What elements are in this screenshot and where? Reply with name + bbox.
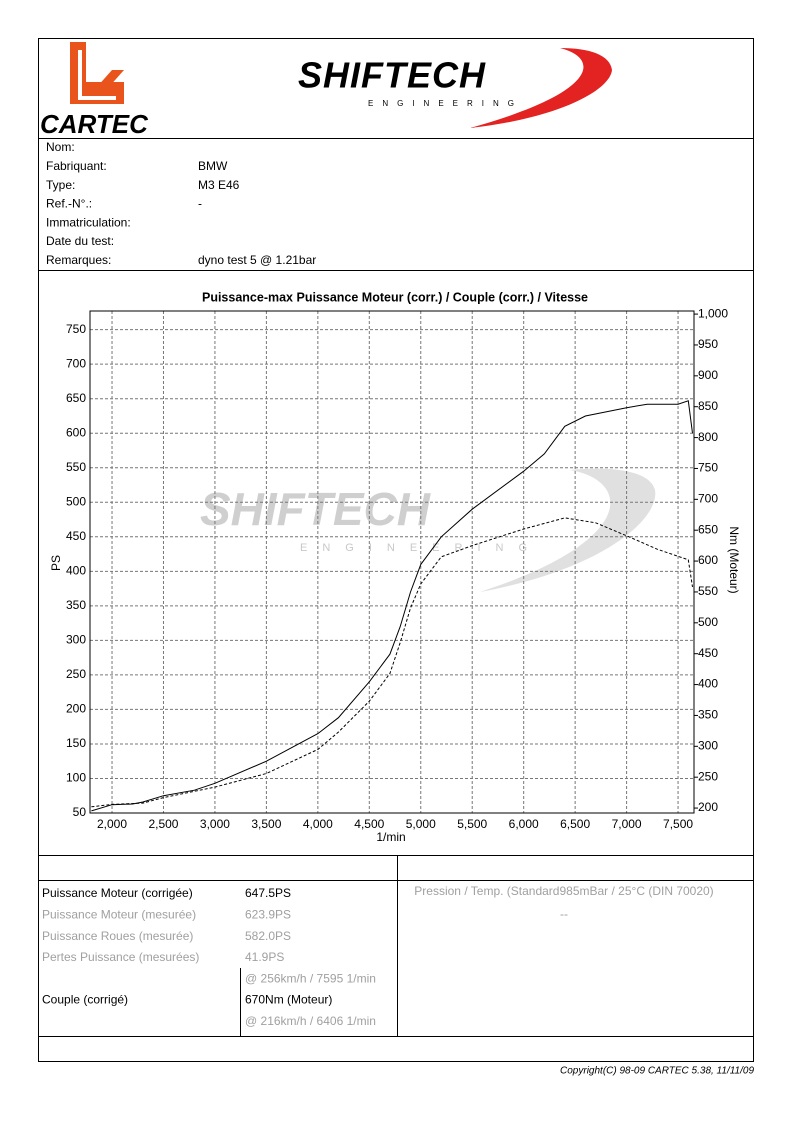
x-tick-label: 2,500 — [148, 817, 178, 831]
y2-tick-label: 500 — [698, 615, 718, 629]
watermark-sub: ENGINEERING — [300, 542, 542, 554]
y2-tick-label: 800 — [698, 430, 718, 444]
result-value: 670Nm (Moteur) — [245, 993, 332, 1007]
y2-tick-label: 750 — [698, 461, 718, 475]
y2-tick-label: 850 — [698, 399, 718, 413]
shiftech-logo: SHIFTECH ENGINEERING — [298, 48, 612, 128]
page-frame — [38, 38, 754, 1062]
x-tick-label: 5,500 — [457, 817, 487, 831]
y2-tick-label: 450 — [698, 646, 718, 660]
series-line — [91, 400, 693, 812]
logo-text: CARTEC — [40, 109, 149, 139]
x-tick-label: 3,000 — [200, 817, 230, 831]
logo-text: SHIFTECH — [298, 55, 486, 96]
info-value: M3 E46 — [198, 178, 240, 192]
y-tick-label: 400 — [66, 563, 86, 577]
results: Puissance Moteur (corrigée) 647.5PS Puissa… — [42, 886, 376, 1036]
y-tick-label: 200 — [66, 702, 86, 716]
y2-tick-label: 300 — [698, 738, 718, 752]
y2-tick-label: 200 — [698, 800, 718, 814]
y2-tick-label: 550 — [698, 584, 718, 598]
y-tick-label: 600 — [66, 425, 86, 439]
y2-tick-label: 700 — [698, 491, 718, 505]
x-tick-label: 3,500 — [251, 817, 281, 831]
x-tick-label: 5,000 — [406, 817, 436, 831]
x-tick-label: 7,500 — [663, 817, 693, 831]
vehicle-info: Nom: Fabriquant: BMW Type: M3 E46 Ref.-N°.: - I… — [46, 140, 316, 267]
info-label: Date du test: — [46, 234, 114, 248]
info-label: Immatriculation: — [46, 215, 131, 229]
info-label: Nom: — [46, 140, 75, 154]
y2-tick-label: 600 — [698, 553, 718, 567]
y-tick-label: 50 — [73, 805, 87, 819]
result-label: Pertes Puissance (mesurées) — [42, 950, 199, 964]
result-value: @ 256km/h / 7595 1/min — [245, 971, 376, 985]
y-tick-label: 300 — [66, 633, 86, 647]
x-tick-label: 7,000 — [612, 817, 642, 831]
result-label: Puissance Roues (mesurée) — [42, 929, 193, 943]
info-label: Fabriquant: — [46, 159, 107, 173]
cartec-logo: CARTEC — [40, 42, 149, 139]
result-label: Puissance Moteur (mesurée) — [42, 907, 196, 921]
info-value: BMW — [198, 159, 228, 173]
result-value: 647.5PS — [245, 886, 291, 900]
y-tick-label: 500 — [66, 494, 86, 508]
chart: Puissance-max Puissance Moteur (corr.) /… — [49, 290, 741, 844]
y-tick-label: 700 — [66, 356, 86, 370]
y-tick-label: 150 — [66, 736, 86, 750]
y2-tick-label: 350 — [698, 708, 718, 722]
y-axis-label: PS — [49, 555, 63, 571]
result-value: 582.0PS — [245, 929, 291, 943]
y2-tick-label: 950 — [698, 337, 718, 351]
y-tick-label: 550 — [66, 460, 86, 474]
info-label: Remarques: — [46, 253, 111, 267]
x-tick-label: 4,000 — [303, 817, 333, 831]
info-label: Type: — [46, 178, 75, 192]
y2-tick-label: 650 — [698, 522, 718, 536]
y2-tick-label: 900 — [698, 368, 718, 382]
result-label: Puissance Moteur (corrigée) — [42, 886, 193, 900]
series-line — [91, 517, 693, 808]
result-value: 623.9PS — [245, 907, 291, 921]
x-axis-label: 1/min — [376, 830, 405, 844]
x-tick-label: 6,000 — [509, 817, 539, 831]
x-tick-label: 2,000 — [97, 817, 127, 831]
y-tick-label: 350 — [66, 598, 86, 612]
chart-title: Puissance-max Puissance Moteur (corr.) /… — [202, 290, 588, 304]
logo-subtext: ENGINEERING — [368, 99, 523, 108]
y-tick-label: 750 — [66, 322, 86, 336]
plot-frame — [89, 310, 695, 814]
y-tick-label: 100 — [66, 771, 86, 785]
result-value: 41.9PS — [245, 950, 284, 964]
info-value: - — [198, 197, 202, 211]
footer: Copyright(C) 98-09 CARTEC 5.38, 11/11/09 — [560, 1066, 754, 1077]
y2-tick-label: 400 — [698, 677, 718, 691]
result-label: Couple (corrigé) — [42, 993, 128, 1007]
result-value: @ 216km/h / 6406 1/min — [245, 1014, 376, 1028]
y2-tick-label: 250 — [698, 769, 718, 783]
watermark-swoosh — [480, 468, 656, 592]
y-tick-label: 250 — [66, 667, 86, 681]
y2-tick-label: 1,000 — [698, 306, 728, 320]
info-value: dyno test 5 @ 1.21bar — [198, 253, 316, 267]
y2-axis-label: Nm (Moteur) — [727, 526, 741, 593]
conditions-label: Pression / Temp. (Standard985mBar / 25°C… — [414, 884, 713, 898]
y-tick-label: 650 — [66, 391, 86, 405]
watermark: SHIFTECH — [200, 483, 431, 535]
info-label: Ref.-N°.: — [46, 197, 92, 211]
x-tick-label: 4,500 — [354, 817, 384, 831]
y-tick-label: 450 — [66, 529, 86, 543]
conditions-value: -- — [560, 907, 568, 921]
x-tick-label: 6,500 — [560, 817, 590, 831]
